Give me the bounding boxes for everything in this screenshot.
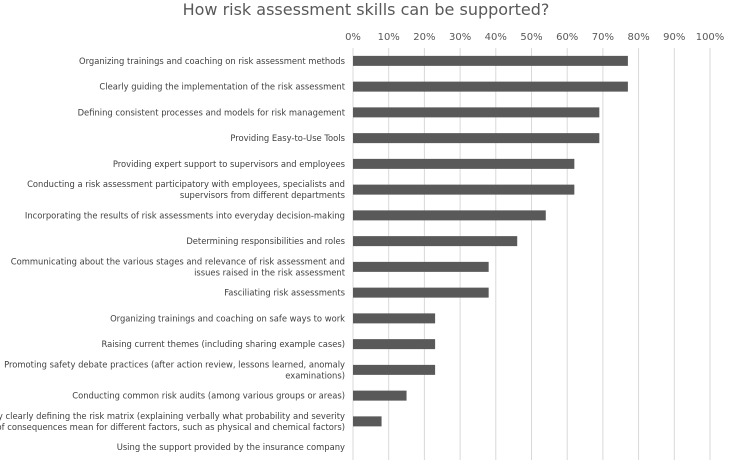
bars	[353, 55, 628, 427]
bar	[353, 339, 436, 350]
category-label-line: Raising current themes (including sharin…	[101, 339, 345, 349]
x-tick-label: 60%	[556, 32, 578, 43]
category-label-line: Communicating about the various stages a…	[11, 256, 345, 266]
bar	[353, 236, 518, 247]
category-label-line: Organizing trainings and coaching on ris…	[79, 56, 345, 66]
bar	[353, 55, 628, 66]
chart-title: How risk assessment skills can be suppor…	[183, 0, 550, 19]
category-label-line: Defining consistent processes and models…	[78, 107, 346, 117]
category-label: Organizing trainings and coaching on ris…	[79, 56, 345, 66]
bar	[353, 133, 600, 144]
bar	[353, 107, 600, 118]
x-tick-label: 50%	[520, 32, 542, 43]
category-label-line: Incorporating the results of risk assess…	[25, 210, 345, 220]
category-label: Conducting a risk assessment participato…	[27, 179, 345, 200]
category-label: By clearly defining the risk matrix (exp…	[0, 411, 345, 432]
bar	[353, 364, 436, 375]
x-tick-label: 90%	[663, 32, 685, 43]
category-label: Incorporating the results of risk assess…	[25, 210, 345, 220]
category-label: Providing Easy-to-Use Tools	[230, 133, 345, 143]
category-label-line: Fasciliating risk assessments	[224, 288, 345, 298]
category-label-line: Clearly guiding the implementation of th…	[99, 82, 345, 92]
bar	[353, 416, 382, 427]
x-tick-label: 10%	[378, 32, 400, 43]
x-tick-label: 40%	[485, 32, 507, 43]
x-tick-label: 80%	[627, 32, 649, 43]
category-label-line: Using the support provided by the insura…	[117, 442, 345, 452]
category-label-line: Conducting common risk audits (among var…	[72, 391, 345, 401]
category-label-line: Determining responsibilities and roles	[186, 236, 345, 246]
category-label-line: issues raised in the risk assessment	[194, 267, 346, 277]
category-label-line: Providing expert support to supervisors …	[113, 159, 345, 169]
x-tick-label: 30%	[449, 32, 471, 43]
category-label-line: Providing Easy-to-Use Tools	[230, 133, 345, 143]
bar	[353, 158, 575, 169]
x-tick-label: 100%	[696, 32, 725, 43]
category-label: Using the support provided by the insura…	[117, 442, 345, 452]
category-label: Determining responsibilities and roles	[186, 236, 345, 246]
category-label-line: Promoting safety debate practices (after…	[4, 359, 345, 369]
category-label: Conducting common risk audits (among var…	[72, 391, 345, 401]
bar	[353, 184, 575, 195]
x-tick-label: 70%	[592, 32, 614, 43]
category-label-line: examinations)	[285, 370, 345, 380]
bar	[353, 390, 407, 401]
category-label-line: supervisors from different departments	[180, 190, 345, 200]
category-label: Raising current themes (including sharin…	[101, 339, 345, 349]
category-label: Fasciliating risk assessments	[224, 288, 345, 298]
bar	[353, 287, 489, 298]
category-label: Providing expert support to supervisors …	[113, 159, 345, 169]
category-label-line: Organizing trainings and coaching on saf…	[110, 313, 345, 323]
category-label-line: Conducting a risk assessment participato…	[27, 179, 345, 189]
bar	[353, 313, 436, 324]
category-label: Organizing trainings and coaching on saf…	[110, 313, 345, 323]
category-label: Defining consistent processes and models…	[78, 107, 346, 117]
bar	[353, 210, 546, 221]
category-label: Communicating about the various stages a…	[11, 256, 346, 277]
bar	[353, 261, 489, 272]
category-labels: Organizing trainings and coaching on ris…	[0, 56, 346, 452]
category-label-line: By clearly defining the risk matrix (exp…	[0, 411, 345, 421]
category-label-line: of consequences mean for different facto…	[0, 422, 345, 432]
x-tick-label: 0%	[345, 32, 361, 43]
x-tick-label: 20%	[413, 32, 435, 43]
category-label: Clearly guiding the implementation of th…	[99, 82, 345, 92]
bar	[353, 81, 628, 92]
category-label: Promoting safety debate practices (after…	[4, 359, 345, 380]
x-axis-ticks: 0% 10% 20% 30% 40% 50% 60% 70% 80% 90% 100%	[345, 32, 724, 43]
